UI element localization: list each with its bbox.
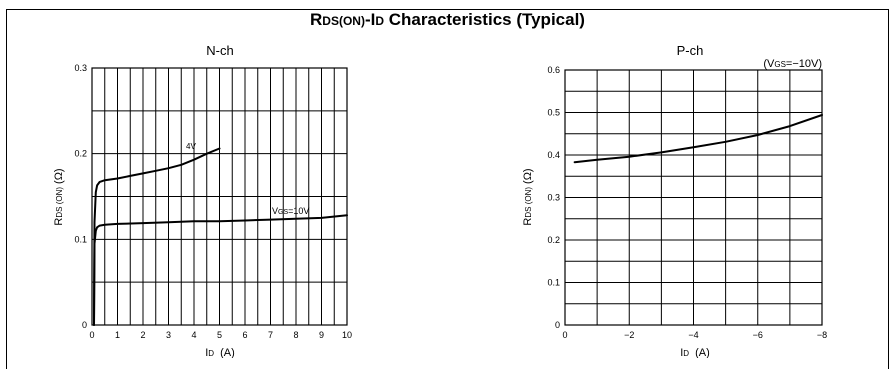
nch-annotation-vgs: VGS=10V bbox=[272, 206, 309, 216]
nch-x-tick-label: 2 bbox=[140, 330, 145, 340]
pch-title: P-ch bbox=[677, 43, 704, 58]
pch-y-tick-label: 0.6 bbox=[547, 65, 560, 75]
pch-y-tick-label: 0.3 bbox=[547, 193, 560, 203]
nch-x-tick-label: 5 bbox=[217, 330, 222, 340]
nch-grid bbox=[91, 67, 348, 326]
nch-series-line-0 bbox=[93, 147, 221, 326]
nch-y-tick-label: 0 bbox=[82, 320, 87, 330]
nch-axes bbox=[91, 67, 348, 326]
nch-x-tick-label: 6 bbox=[242, 330, 247, 340]
nch-annotation-4v: 4V bbox=[186, 142, 196, 151]
pch-chart: P-ch (VGS=−10V) 0 −2 −4 −6 −8 0 0.1 0.2 0.3 0.4 0.… bbox=[522, 43, 827, 358]
nch-x-tick-label: 4 bbox=[191, 330, 196, 340]
pch-x-tick-label: −8 bbox=[817, 330, 827, 340]
pch-y-tick-label: 0.1 bbox=[547, 278, 560, 288]
nch-title: N-ch bbox=[206, 43, 233, 58]
nch-chart: N-ch 0 1 2 3 4 5 6 7 8 9 10 0 0.1 0.2 0.3 4V VGS=10V I… bbox=[53, 43, 352, 358]
nch-x-tick-label: 1 bbox=[115, 330, 120, 340]
pch-y-axis-label: RDS (ON)(Ω) bbox=[522, 168, 534, 225]
pch-grid bbox=[564, 69, 823, 326]
nch-plot-frame bbox=[91, 67, 348, 326]
pch-series-line-0 bbox=[573, 114, 823, 164]
pch-y-tick-label: 0.4 bbox=[547, 150, 560, 160]
pch-series bbox=[573, 114, 823, 164]
pch-plot-frame bbox=[564, 69, 823, 326]
nch-y-axis-label: RDS (ON)(Ω) bbox=[53, 168, 65, 225]
pch-x-tick-label: −2 bbox=[624, 330, 634, 340]
nch-x-tick-label: 3 bbox=[166, 330, 171, 340]
nch-y-tick-label: 0.1 bbox=[74, 234, 87, 244]
pch-condition-label: (VGS=−10V) bbox=[763, 58, 822, 70]
pch-y-tick-label: 0.2 bbox=[547, 235, 560, 245]
nch-series-line-1 bbox=[93, 214, 348, 326]
nch-x-tick-label: 10 bbox=[342, 330, 352, 340]
pch-y-tick-label: 0.5 bbox=[547, 108, 560, 118]
pch-x-axis-label: ID (A) bbox=[680, 347, 710, 358]
nch-series bbox=[93, 147, 348, 326]
pch-tick-labels: 0 −2 −4 −6 −8 0 0.1 0.2 0.3 0.4 0.5 0.6 bbox=[547, 65, 827, 340]
nch-y-tick-label: 0.3 bbox=[74, 63, 87, 73]
pch-y-tick-label: 0 bbox=[555, 320, 560, 330]
pch-x-tick-label: 0 bbox=[562, 330, 567, 340]
charts-svg: N-ch 0 1 2 3 4 5 6 7 8 9 10 0 0.1 0.2 0.3 4V VGS=10V I… bbox=[53, 43, 827, 358]
figure-frame bbox=[6, 9, 889, 369]
nch-y-tick-label: 0.2 bbox=[74, 149, 87, 159]
pch-axes bbox=[564, 69, 823, 326]
nch-x-tick-label: 8 bbox=[293, 330, 298, 340]
nch-x-tick-label: 9 bbox=[319, 330, 324, 340]
pch-x-tick-label: −6 bbox=[753, 330, 763, 340]
nch-x-tick-label: 0 bbox=[89, 330, 94, 340]
figure-title: RDS(ON)-ID Characteristics (Typical) bbox=[310, 10, 585, 29]
nch-tick-labels: 0 1 2 3 4 5 6 7 8 9 10 0 0.1 0.2 0.3 bbox=[74, 63, 352, 340]
nch-x-tick-label: 7 bbox=[268, 330, 273, 340]
nch-x-axis-label: ID (A) bbox=[205, 347, 235, 358]
pch-x-tick-label: −4 bbox=[688, 330, 698, 340]
